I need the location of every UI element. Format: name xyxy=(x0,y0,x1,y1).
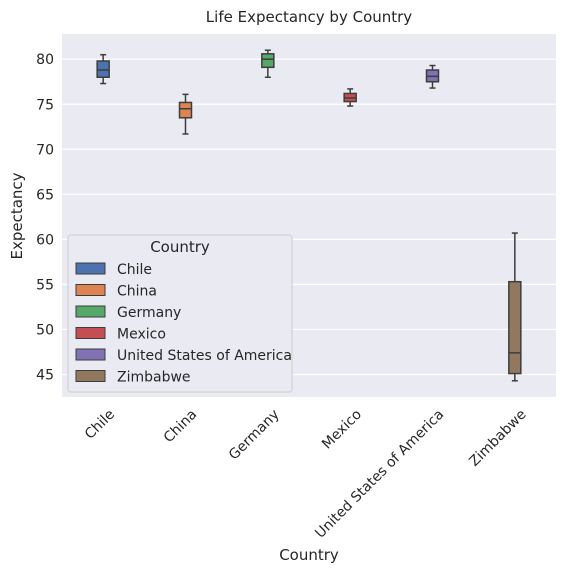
x-tick-label-china: China xyxy=(161,407,201,447)
legend-swatch xyxy=(75,305,106,318)
legend-swatch xyxy=(75,262,106,275)
chart-title: Life Expectancy by Country xyxy=(206,8,413,26)
y-tick-label-45: 45 xyxy=(36,367,54,383)
x-tick-label-mexico: Mexico xyxy=(319,407,365,453)
legend-item-china: China xyxy=(75,284,157,300)
legend-swatch xyxy=(75,348,106,361)
legend-swatch xyxy=(75,327,106,339)
iqr-box xyxy=(508,280,522,375)
x-tick-label-zimbabwe: Zimbabwe xyxy=(466,407,529,470)
legend-label: Mexico xyxy=(117,327,166,343)
legend-item-united-states-of-america: United States of America xyxy=(75,348,292,364)
legend-label: Zimbabwe xyxy=(117,370,191,386)
x-tick-label-chile: Chile xyxy=(82,407,118,443)
y-tick-label-80: 80 xyxy=(36,52,54,68)
legend-item-zimbabwe: Zimbabwe xyxy=(75,370,191,386)
box-zimbabwe xyxy=(508,232,522,382)
y-tick-label-50: 50 xyxy=(36,322,54,338)
y-tick-label-60: 60 xyxy=(36,232,54,248)
x-tick-label-germany: Germany xyxy=(226,407,283,464)
legend-item-mexico: Mexico xyxy=(75,327,166,343)
iqr-box xyxy=(178,101,193,119)
y-tick-label-65: 65 xyxy=(36,187,54,203)
legend-label: Germany xyxy=(117,305,181,321)
legend-swatch xyxy=(75,284,106,296)
legend-item-germany: Germany xyxy=(75,305,181,321)
box-mexico xyxy=(343,88,357,107)
y-tick-label-55: 55 xyxy=(36,277,54,293)
legend-items: Chile China Germany Mexico United States of … xyxy=(75,262,292,386)
y-tick-label-70: 70 xyxy=(36,142,54,158)
legend-item-chile: Chile xyxy=(75,262,152,278)
y-axis-label: Expectancy xyxy=(8,172,26,259)
x-axis-label: Country xyxy=(279,546,339,564)
legend-label: United States of America xyxy=(117,348,292,364)
box-united-states-of-america xyxy=(425,64,440,89)
legend: Country Chile China Germany Mexico United St… xyxy=(67,234,293,393)
iqr-box xyxy=(96,60,110,78)
iqr-box xyxy=(261,53,275,69)
legend-swatch xyxy=(75,370,106,382)
y-axis-ticks: 45 50 55 60 65 70 75 80 xyxy=(36,52,54,383)
box-china xyxy=(178,93,193,135)
boxes xyxy=(96,49,522,382)
box-chile xyxy=(96,53,110,85)
box-germany xyxy=(261,49,275,78)
legend-frame xyxy=(67,234,293,393)
legend-label: China xyxy=(117,284,157,300)
legend-label: Chile xyxy=(117,262,152,278)
y-tick-label-75: 75 xyxy=(36,97,54,113)
legend-title: Country xyxy=(150,238,210,256)
